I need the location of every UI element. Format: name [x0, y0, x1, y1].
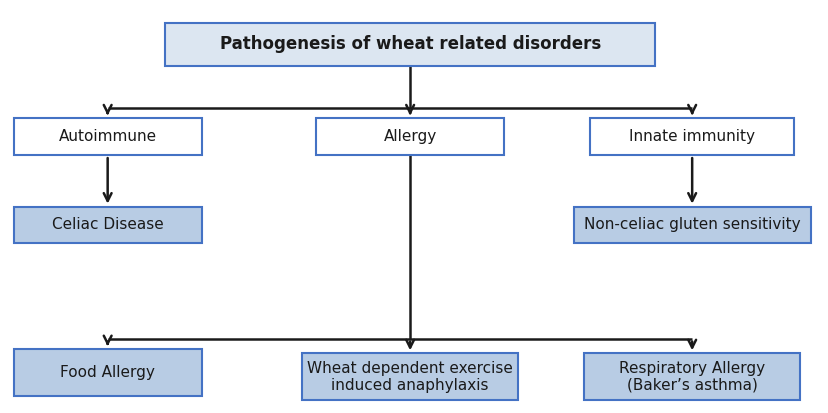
Text: Food Allergy: Food Allergy — [60, 365, 155, 380]
FancyBboxPatch shape — [13, 118, 201, 155]
Text: Celiac Disease: Celiac Disease — [51, 218, 163, 233]
FancyBboxPatch shape — [573, 206, 810, 243]
Text: Wheat dependent exercise
induced anaphylaxis: Wheat dependent exercise induced anaphyl… — [307, 361, 513, 393]
FancyBboxPatch shape — [590, 118, 793, 155]
FancyBboxPatch shape — [13, 349, 201, 396]
FancyBboxPatch shape — [165, 23, 655, 66]
FancyBboxPatch shape — [13, 206, 201, 243]
Text: Allergy: Allergy — [383, 129, 436, 144]
Text: Innate immunity: Innate immunity — [628, 129, 754, 144]
FancyBboxPatch shape — [315, 118, 503, 155]
Text: Pathogenesis of wheat related disorders: Pathogenesis of wheat related disorders — [219, 36, 600, 53]
FancyBboxPatch shape — [583, 353, 800, 400]
Text: Autoimmune: Autoimmune — [59, 129, 156, 144]
Text: Non-celiac gluten sensitivity: Non-celiac gluten sensitivity — [583, 218, 800, 233]
FancyBboxPatch shape — [301, 353, 518, 400]
Text: Respiratory Allergy
(Baker’s asthma): Respiratory Allergy (Baker’s asthma) — [619, 361, 764, 393]
